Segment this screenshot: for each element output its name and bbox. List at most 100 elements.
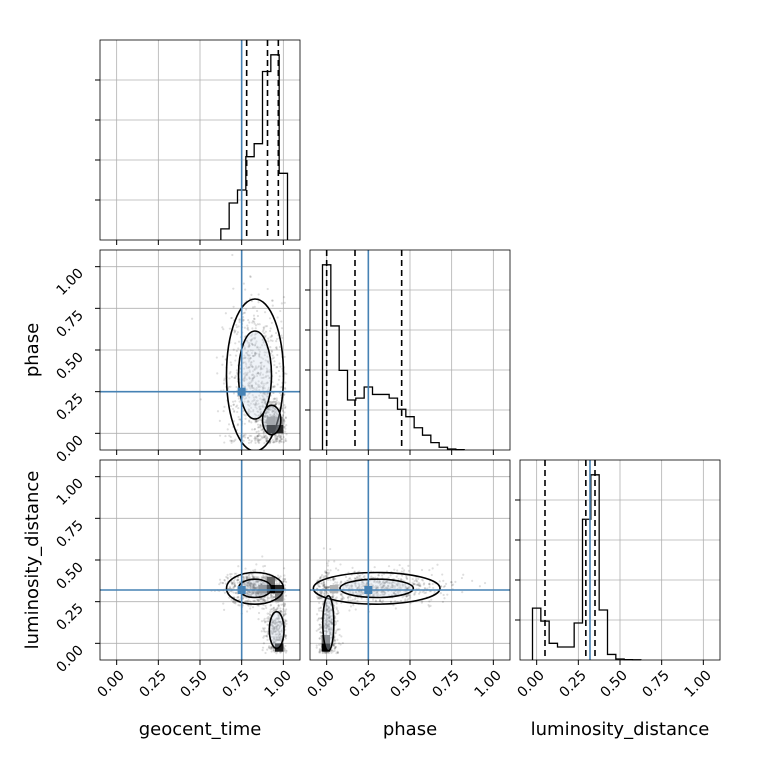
scatter-point	[430, 573, 433, 577]
scatter-point	[336, 619, 339, 623]
scatter-point	[336, 581, 339, 584]
scatter-point	[230, 439, 233, 443]
scatter-point	[278, 626, 281, 630]
scatter-point	[238, 604, 241, 607]
scatter-point	[324, 571, 327, 574]
scatter-point	[326, 562, 329, 565]
scatter-point	[273, 628, 276, 631]
scatter-point	[374, 599, 377, 602]
scatter-point	[327, 572, 330, 575]
scatter-point	[277, 635, 280, 638]
scatter-point	[275, 652, 278, 655]
scatter-point	[327, 560, 330, 563]
scatter-point	[326, 651, 329, 654]
scatter-point	[381, 590, 384, 593]
scatter-point	[255, 579, 258, 582]
scatter-point	[231, 583, 234, 586]
scatter-point	[412, 582, 415, 586]
scatter-point	[267, 410, 270, 413]
scatter-point	[274, 618, 277, 621]
scatter-point	[320, 590, 323, 593]
scatter-point	[335, 629, 338, 633]
scatter-point	[278, 630, 281, 633]
scatter-point	[251, 377, 254, 380]
scatter-point	[265, 395, 268, 398]
scatter-point	[230, 572, 233, 576]
scatter-point	[275, 412, 278, 415]
scatter-point	[376, 592, 380, 595]
scatter-point	[275, 340, 278, 343]
scatter-point	[265, 439, 268, 443]
scatter-point	[383, 592, 387, 595]
scatter-point	[318, 585, 322, 588]
scatter-point	[327, 628, 330, 631]
scatter-point	[283, 577, 287, 580]
scatter-point	[326, 611, 329, 614]
scatter-point	[280, 302, 283, 305]
scatter-point	[344, 584, 347, 587]
scatter-point	[228, 377, 231, 380]
scatter-point	[362, 582, 366, 586]
scatter-point	[254, 352, 257, 355]
scatter-point	[259, 598, 262, 601]
scatter-point	[284, 620, 287, 623]
scatter-point	[278, 626, 281, 629]
scatter-point	[326, 586, 329, 589]
scatter-point	[270, 635, 273, 638]
scatter-point	[428, 568, 431, 572]
scatter-point	[325, 608, 329, 611]
scatter-point	[231, 582, 234, 585]
scatter-point	[253, 582, 257, 585]
scatter-point	[327, 616, 331, 619]
scatter-point	[318, 597, 321, 600]
scatter-point	[275, 408, 278, 411]
scatter-point	[383, 584, 386, 588]
scatter-point	[265, 435, 269, 439]
scatter-point	[264, 422, 267, 425]
scatter-point	[323, 624, 326, 627]
scatter-point	[258, 355, 261, 358]
scatter-point	[320, 575, 323, 578]
scatter-point	[353, 581, 357, 585]
scatter-point	[330, 651, 333, 654]
scatter-point	[218, 419, 221, 422]
scatter-point	[336, 609, 340, 612]
scatter-point	[316, 579, 319, 582]
scatter-point	[237, 565, 240, 568]
scatter-point	[234, 584, 237, 588]
scatter-point	[272, 606, 276, 609]
scatter-point	[354, 577, 357, 581]
scatter-point	[270, 321, 274, 324]
scatter-point	[284, 430, 287, 433]
scatter-point	[222, 389, 225, 392]
scatter-point	[246, 581, 249, 584]
scatter-point	[325, 608, 328, 612]
scatter-point	[254, 365, 258, 368]
scatter-point	[242, 576, 245, 579]
scatter-point	[270, 646, 273, 649]
scatter-point	[341, 598, 344, 601]
scatter-point	[356, 593, 359, 596]
scatter-point	[264, 330, 267, 333]
scatter-point	[283, 407, 287, 410]
scatter-point	[318, 609, 321, 612]
scatter-point	[262, 431, 265, 435]
scatter-point	[256, 592, 260, 596]
scatter-point	[395, 582, 398, 586]
scatter-point	[264, 620, 267, 623]
scatter-point	[259, 367, 263, 370]
scatter-point	[268, 645, 271, 648]
scatter-point	[275, 402, 279, 405]
scatter-point	[255, 586, 258, 589]
scatter-point	[340, 593, 343, 597]
scatter-point	[247, 343, 251, 346]
scatter-point	[231, 407, 235, 411]
hist-panel-phase	[305, 249, 511, 455]
scatter-point	[248, 581, 252, 584]
scatter-point	[335, 612, 338, 616]
scatter-point	[327, 606, 330, 609]
scatter-point	[321, 602, 324, 605]
scatter-point	[234, 342, 237, 345]
scatter-point	[254, 584, 258, 587]
scatter-point	[321, 584, 325, 588]
